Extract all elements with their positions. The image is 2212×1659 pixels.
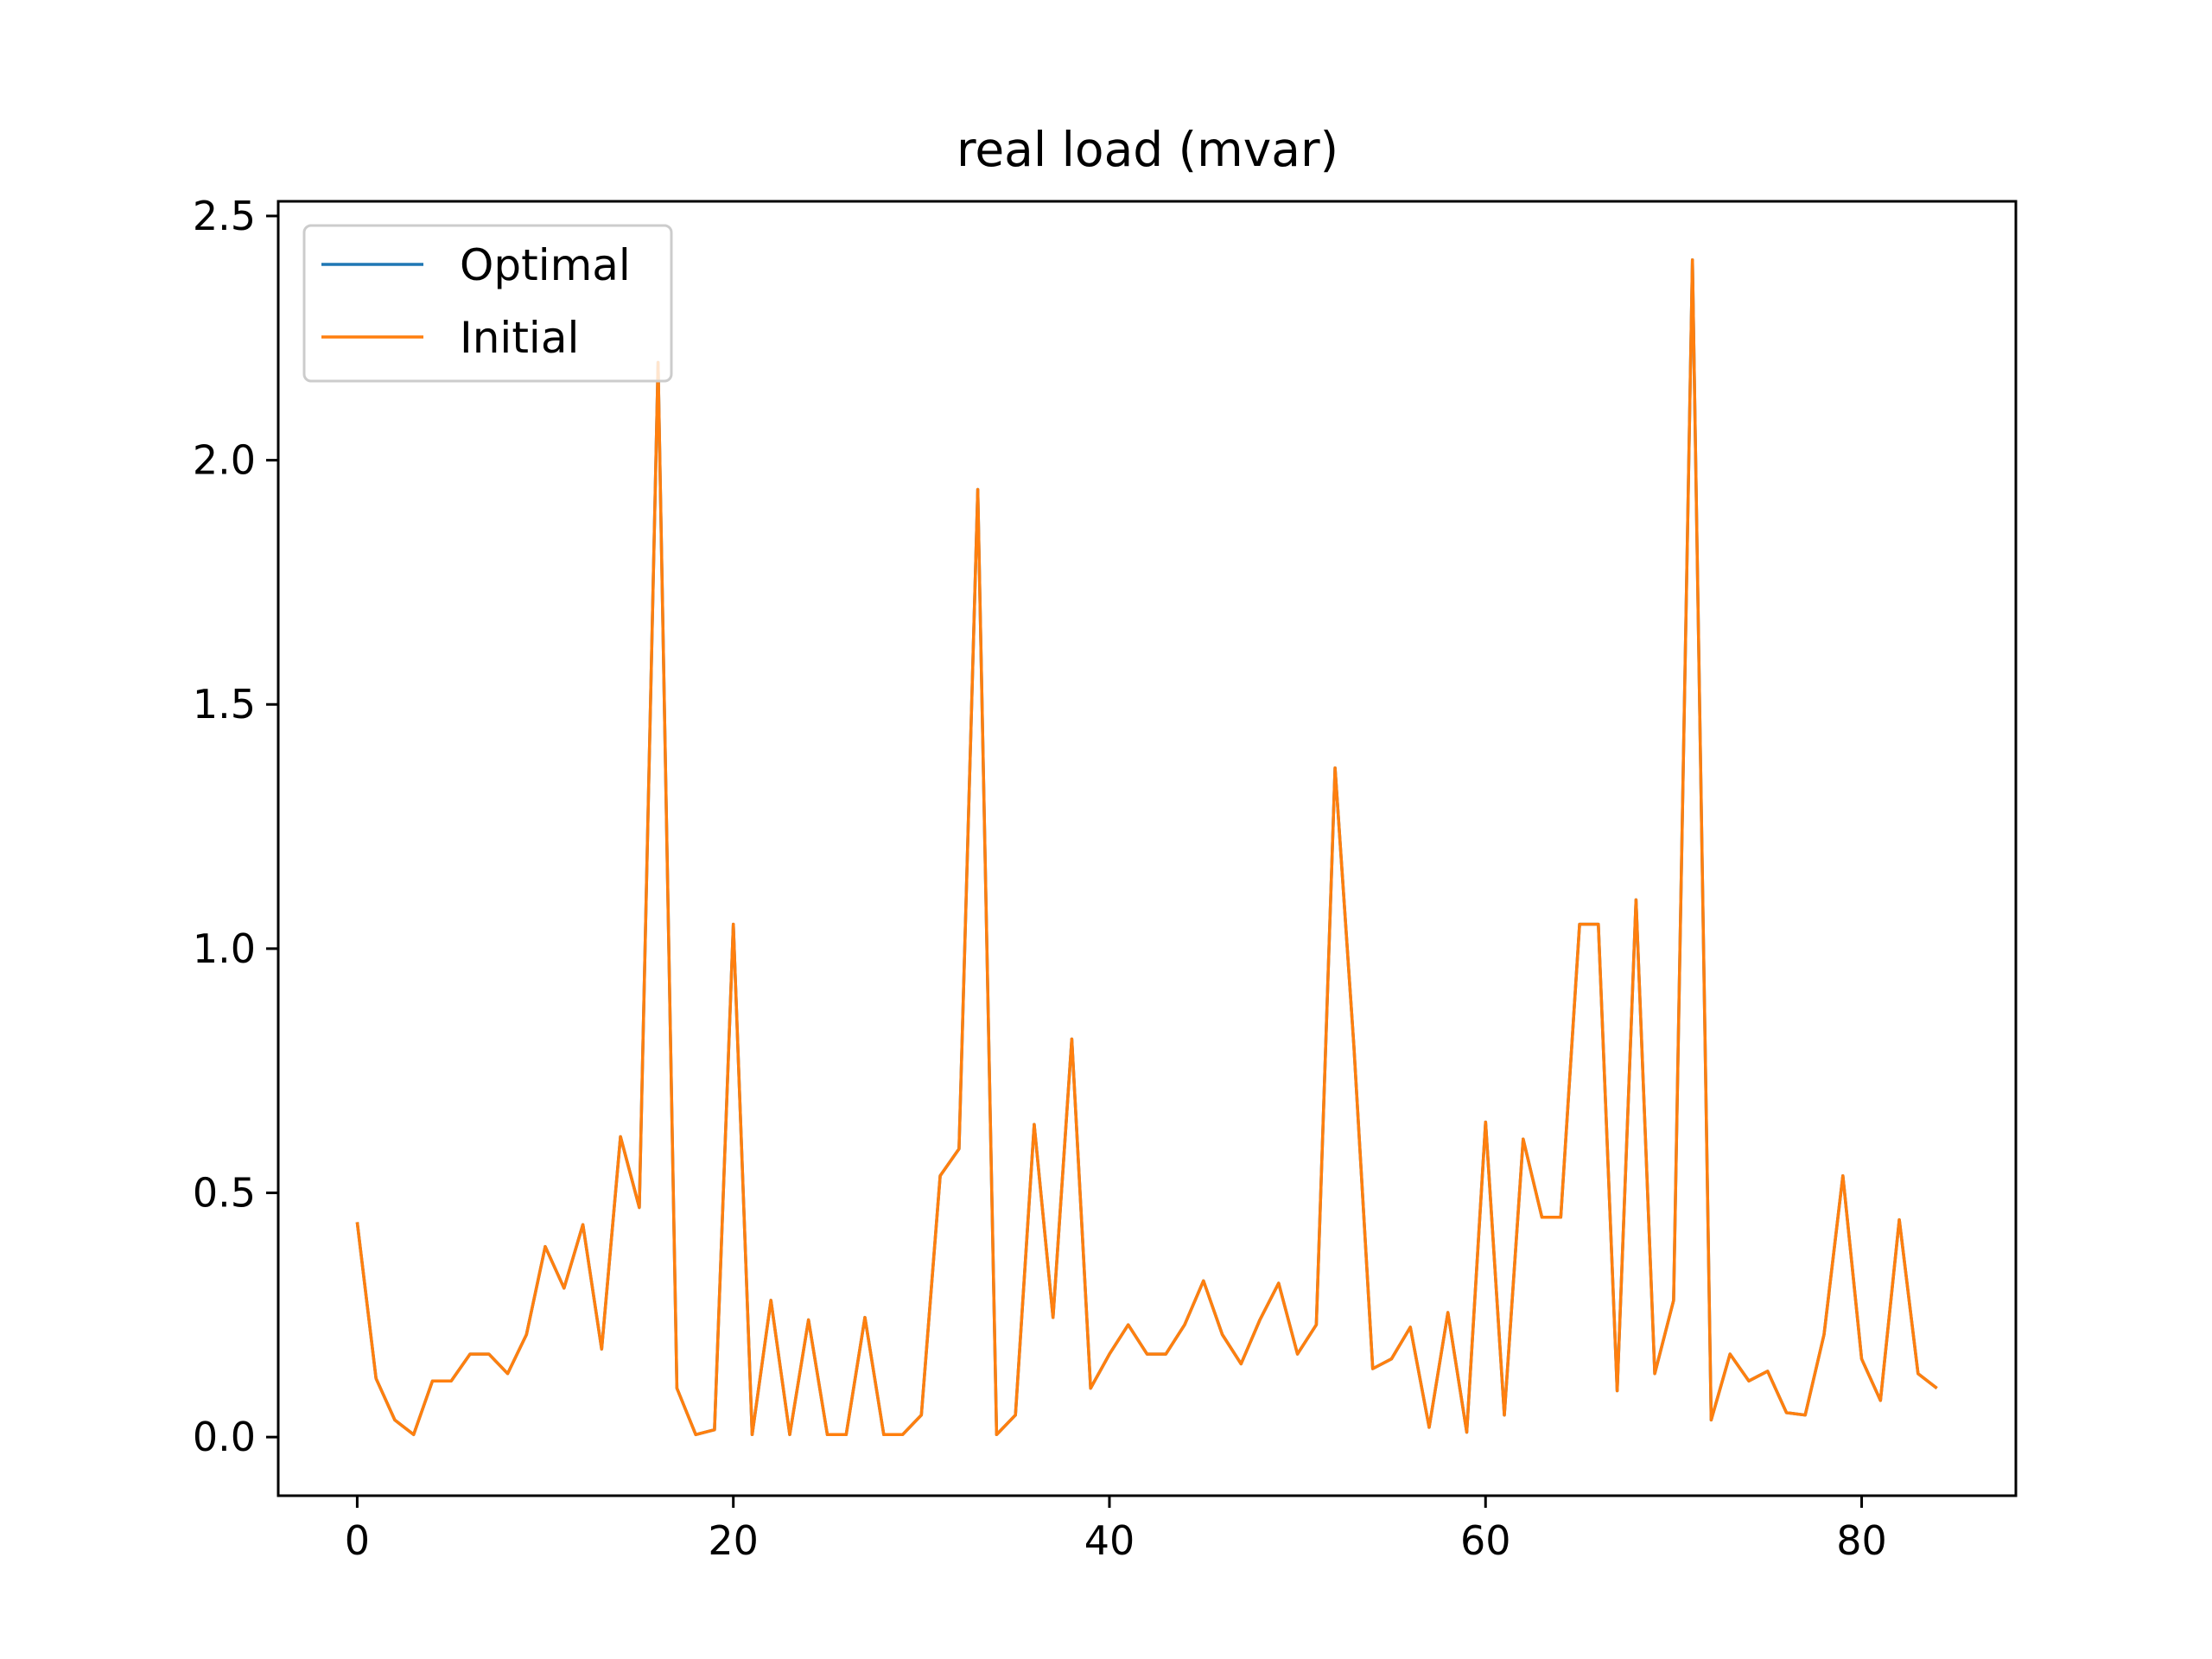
- x-tick-label: 40: [1084, 1517, 1135, 1564]
- y-axis-ticks: 0.0 0.5 1.0 1.5 2.0 2.5: [193, 193, 278, 1460]
- series-line-initial: [355, 258, 1938, 1437]
- y-tick-label: 0.5: [193, 1170, 256, 1217]
- series-layer: [355, 258, 1938, 1437]
- x-axis-ticks: 0 20 40 60 80: [345, 1496, 1887, 1564]
- x-tick-label: 60: [1460, 1517, 1511, 1564]
- y-tick-label: 1.0: [193, 925, 256, 972]
- plot-frame: [276, 200, 2018, 1497]
- y-tick-label: 2.5: [193, 193, 256, 239]
- legend-label-optimal: Optimal: [460, 240, 631, 290]
- legend-label-initial: Initial: [460, 313, 579, 363]
- y-tick-label: 1.5: [193, 681, 256, 728]
- y-tick-label: 0.0: [193, 1414, 256, 1460]
- x-tick-label: 80: [1836, 1517, 1887, 1564]
- x-tick-label: 0: [345, 1517, 370, 1564]
- chart-title: real load (mvar): [957, 122, 1338, 177]
- legend: Optimal Initial: [302, 224, 673, 383]
- y-tick-label: 2.0: [193, 437, 256, 484]
- x-tick-label: 20: [708, 1517, 759, 1564]
